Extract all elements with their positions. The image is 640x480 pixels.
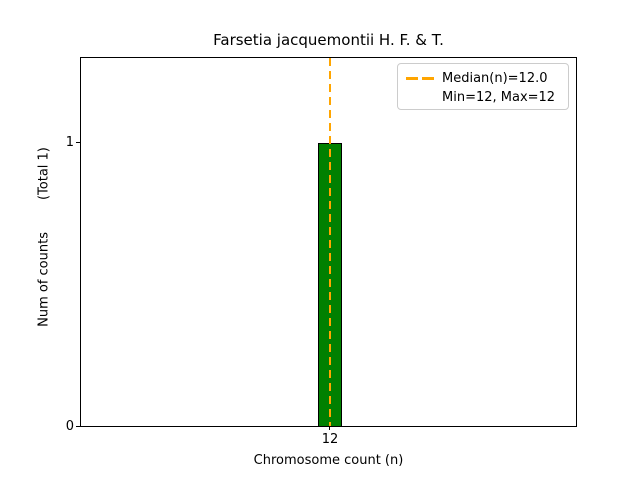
y-tick-label-0: 0 [65,419,74,434]
legend-row-minmax: Min=12, Max=12 [406,88,560,107]
y-axis-label: Num of counts (Total 1) [37,147,52,327]
plot-area: Median(n)=12.0 Min=12, Max=12 [80,57,577,427]
legend-row-median: Median(n)=12.0 [406,69,560,88]
orange-dashed-line-icon [406,77,434,80]
legend-empty-handle [406,96,434,99]
legend-label-median: Median(n)=12.0 [442,71,548,86]
y-tick-mark-1 [76,142,80,143]
x-axis-label: Chromosome count (n) [253,453,404,468]
y-tick-label-1: 1 [65,135,74,150]
x-tick-mark-12 [329,426,330,430]
y-tick-mark-0 [76,426,80,427]
legend: Median(n)=12.0 Min=12, Max=12 [397,63,569,110]
y-axis-label-text: Num of counts [36,232,52,327]
chart-title: Farsetia jacquemontii H. F. & T. [213,31,444,49]
y-axis-total-annotation: (Total 1) [36,147,52,201]
x-tick-label-12: 12 [321,432,339,447]
legend-label-minmax: Min=12, Max=12 [442,90,556,105]
median-line [329,58,331,426]
